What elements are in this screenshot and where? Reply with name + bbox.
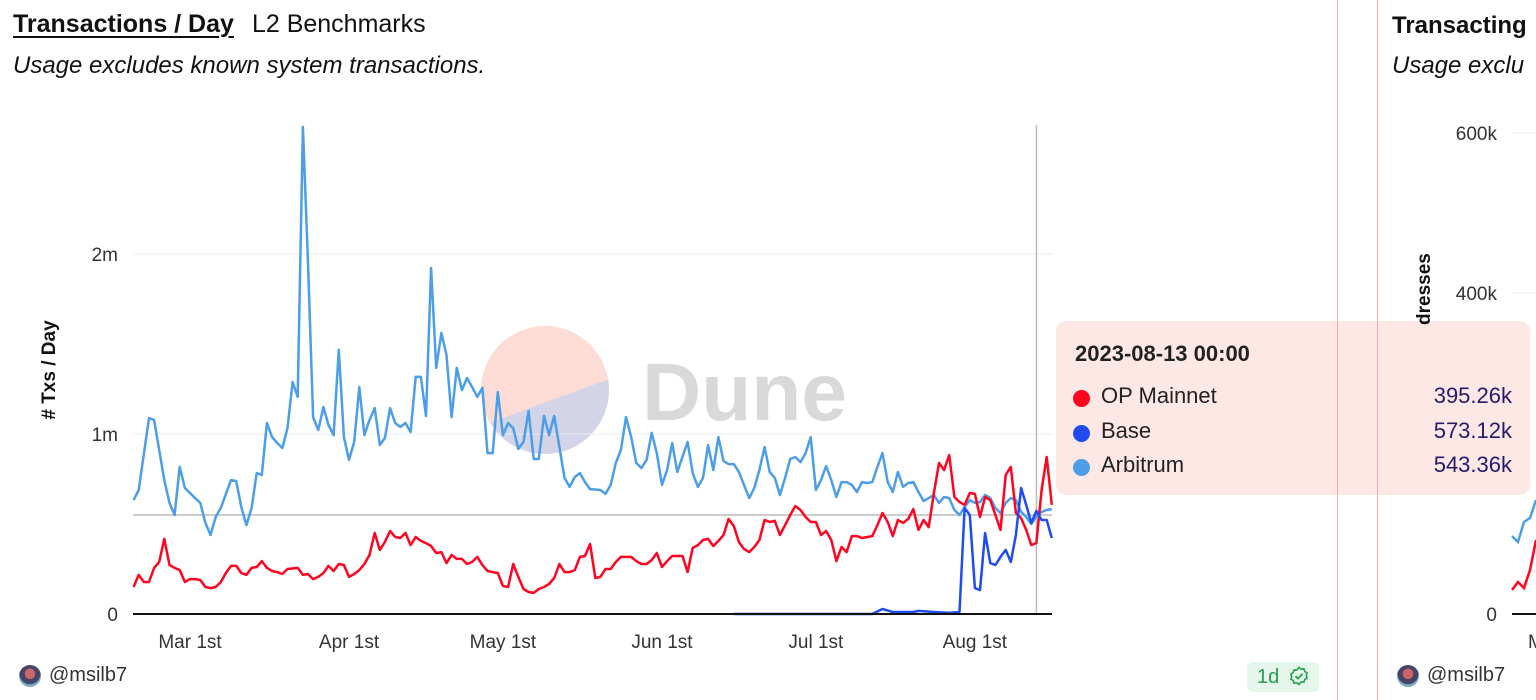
author-name: @msilb7 [49, 664, 128, 686]
x-tick-label: Jul 1st [788, 632, 844, 653]
y-tick-label: 0 [107, 605, 118, 626]
next-chart-subtitle: Usage exclu [1392, 52, 1525, 79]
x-tick-label: Mar 1st [158, 632, 222, 653]
panel-divider [1377, 0, 1378, 700]
y-axis-label: # Txs / Day [39, 320, 60, 420]
author-link[interactable]: @msilb7 [19, 664, 127, 687]
x-tick-label: Aug 1st [943, 632, 1008, 653]
x-tick-label: May 1st [470, 632, 537, 653]
y-tick-label: 0 [1486, 605, 1497, 626]
tooltip-row-op-mainnet: OP Mainnet 395.26k [1073, 383, 1512, 413]
tooltip-series-name: Arbitrum [1101, 452, 1185, 477]
base-dot-icon [1073, 425, 1090, 442]
dashboard-name: L2 Benchmarks [251, 10, 426, 38]
watermark-text: Dune [642, 347, 847, 438]
chart-title: Transactions / Day L2 Benchmarks [13, 10, 426, 39]
verified-check-icon [1289, 666, 1308, 686]
x-tick-label: M [1528, 632, 1536, 653]
tooltip-series-name: OP Mainnet [1101, 383, 1217, 408]
series-line-arbitrum[interactable] [132, 125, 1053, 537]
refresh-badge[interactable]: 1d [1247, 662, 1319, 692]
y-tick-label: 600k [1456, 124, 1498, 145]
author-link[interactable]: @msilb7 [1397, 664, 1505, 687]
y-tick-label: 1m [92, 425, 118, 446]
series-line-base[interactable] [733, 486, 1054, 616]
next-chart: 600k 400k 0 dresses M [1414, 124, 1536, 653]
x-tick-label: Apr 1st [319, 632, 380, 653]
x-tick-label: Jun 1st [631, 632, 693, 653]
op-mainnet-dot-icon [1073, 390, 1090, 407]
avatar [19, 664, 41, 687]
series-line-arbitrum [1511, 499, 1536, 545]
line-chart[interactable]: Dune 0 1m 2m Mar 1st Apr 1st May 1st Jun 1st Ju… [0, 0, 1100, 660]
panel-divider [1337, 0, 1338, 700]
tooltip-date: 2023-08-13 00:00 [1075, 341, 1250, 366]
author-name: @msilb7 [1427, 664, 1506, 686]
tooltip-series-value: 543.36k [1433, 452, 1512, 477]
tooltip-series-name: Base [1101, 418, 1152, 443]
chart-tooltip: 2023-08-13 00:00 OP Mainnet 395.26k Base… [1056, 321, 1530, 495]
chart-title-link[interactable]: Transactions / Day [13, 10, 234, 38]
arbitrum-dot-icon [1073, 459, 1090, 476]
chart-subtitle: Usage excludes known system transactions… [13, 52, 486, 79]
series-line-op-mainnet [1511, 539, 1536, 591]
next-chart-title[interactable]: Transacting [1392, 12, 1527, 39]
dune-watermark: Dune [481, 326, 847, 454]
series-line-op-mainnet[interactable] [132, 453, 1054, 595]
refresh-interval: 1d [1257, 666, 1280, 688]
tooltip-series-value: 395.26k [1433, 383, 1512, 408]
y-tick-label: 2m [92, 245, 118, 266]
tooltip-row-arbitrum: Arbitrum 543.36k [1073, 452, 1512, 482]
tooltip-row-base: Base 573.12k [1073, 418, 1512, 448]
avatar [1397, 664, 1419, 687]
y-axis-label: dresses [1414, 253, 1435, 325]
y-tick-label: 400k [1456, 284, 1498, 305]
tooltip-series-value: 573.12k [1433, 418, 1512, 443]
